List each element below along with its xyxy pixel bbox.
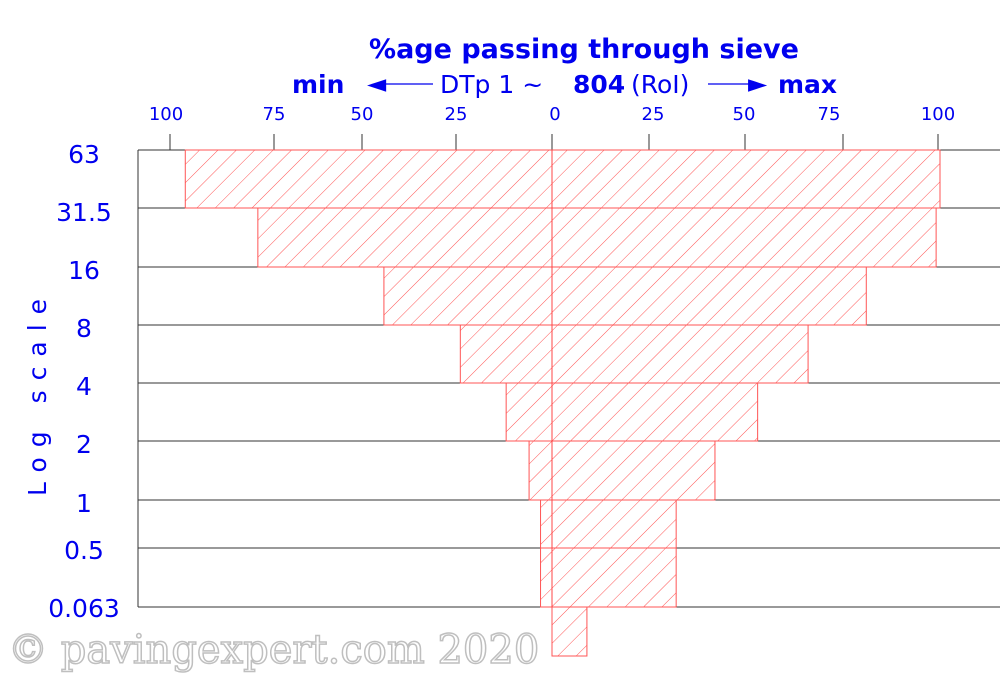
x-tick-labels: 100 75 50 25 0 25 50 75 100	[149, 104, 955, 125]
max-label: max	[778, 70, 837, 99]
bar-63	[184, 149, 941, 209]
x-tick-min-50: 50	[351, 104, 374, 125]
y-label-4: 4	[76, 372, 92, 401]
bar-16	[383, 266, 867, 326]
bar-4	[505, 382, 759, 442]
bar-extra-segment	[551, 606, 588, 657]
min-label: min	[292, 70, 344, 99]
y-label-16: 16	[68, 256, 100, 285]
watermark: © pavingexpert.com 2020	[8, 627, 539, 673]
y-label-8: 8	[76, 314, 92, 343]
x-tick-max-75: 75	[818, 104, 841, 125]
y-label-1: 1	[76, 489, 92, 518]
y-label-31.5: 31.5	[56, 198, 112, 227]
bar-1	[540, 499, 677, 549]
arrow-right-icon: ►	[748, 69, 768, 98]
subtitle-spec: 804	[573, 70, 625, 99]
bar-2	[528, 440, 716, 501]
y-label-0.5: 0.5	[64, 536, 104, 565]
arrow-left-icon: ◄	[367, 69, 387, 98]
y-tick-labels: 63 31.5 16 8 4 2 1 0.5 0.063	[48, 140, 120, 623]
y-axis-title: Log scale	[23, 289, 52, 496]
bars	[184, 149, 941, 657]
x-tick-max-50: 50	[733, 104, 756, 125]
bar-31.5	[257, 207, 937, 268]
subtitle-prefix: DTp 1 ~	[440, 70, 543, 99]
x-tick-min-100: 100	[149, 104, 183, 125]
x-tick-max-100: 100	[921, 104, 955, 125]
x-tick-min-25: 25	[445, 104, 468, 125]
x-tick-max-25: 25	[642, 104, 665, 125]
subtitle-suffix: (RoI)	[631, 70, 689, 99]
x-tick-min-75: 75	[263, 104, 286, 125]
bar-8	[459, 324, 809, 384]
y-label-2: 2	[76, 430, 92, 459]
y-label-0.063: 0.063	[48, 594, 120, 623]
bar-0.063	[540, 547, 677, 608]
y-label-63: 63	[68, 140, 100, 169]
x-tick-max-0: 0	[549, 104, 560, 125]
chart-title: %age passing through sieve	[369, 34, 799, 65]
